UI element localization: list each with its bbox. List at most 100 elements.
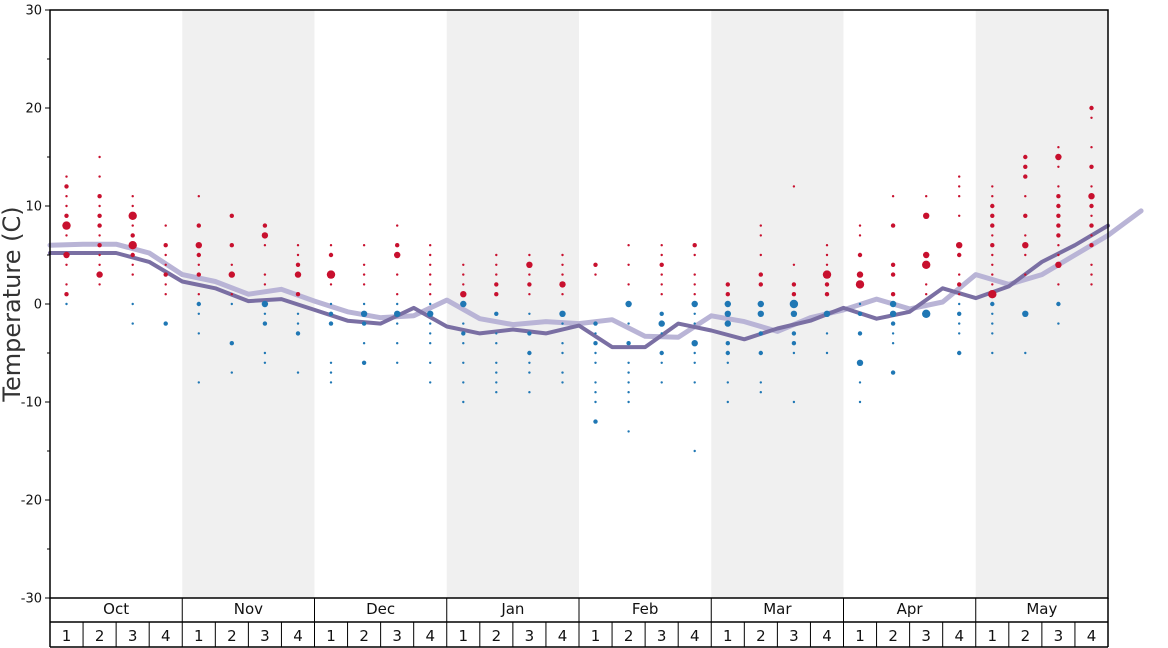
data-point bbox=[792, 263, 796, 266]
data-point bbox=[96, 271, 103, 278]
data-point bbox=[1024, 351, 1027, 355]
data-point bbox=[724, 310, 731, 317]
data-point bbox=[759, 234, 762, 237]
data-point bbox=[627, 322, 630, 325]
data-point bbox=[462, 273, 465, 276]
data-point bbox=[394, 310, 401, 317]
data-point bbox=[990, 213, 995, 218]
data-point bbox=[1056, 194, 1061, 199]
data-point bbox=[164, 283, 167, 286]
data-point bbox=[889, 300, 897, 308]
data-point bbox=[429, 263, 432, 266]
data-point bbox=[131, 224, 134, 227]
data-point bbox=[97, 243, 102, 248]
data-point bbox=[925, 195, 928, 198]
data-point bbox=[462, 400, 465, 404]
data-point bbox=[593, 262, 598, 267]
series-line-2 bbox=[48, 223, 1110, 350]
data-point bbox=[131, 204, 134, 208]
data-point bbox=[196, 223, 201, 228]
data-point bbox=[693, 312, 696, 315]
data-point bbox=[725, 282, 730, 287]
data-point bbox=[462, 342, 465, 345]
data-point bbox=[991, 195, 994, 198]
data-point bbox=[1023, 213, 1028, 218]
data-point bbox=[295, 292, 301, 297]
data-point bbox=[1023, 174, 1028, 179]
data-point bbox=[230, 371, 233, 374]
data-point bbox=[758, 272, 763, 277]
data-point bbox=[990, 301, 995, 307]
data-point bbox=[164, 224, 167, 227]
data-point bbox=[1022, 242, 1029, 249]
data-point bbox=[958, 185, 961, 188]
data-point bbox=[659, 350, 664, 356]
data-point bbox=[1057, 146, 1060, 149]
data-point bbox=[825, 351, 829, 355]
data-point bbox=[396, 361, 399, 364]
data-point bbox=[396, 293, 399, 296]
data-point bbox=[991, 273, 994, 276]
data-point bbox=[65, 283, 68, 286]
data-point bbox=[627, 263, 630, 266]
data-point bbox=[958, 195, 961, 198]
data-point bbox=[561, 351, 564, 355]
month-label: Jan bbox=[500, 600, 524, 618]
data-point bbox=[1089, 164, 1094, 169]
data-point bbox=[825, 332, 829, 335]
data-point bbox=[890, 321, 896, 326]
data-point bbox=[460, 300, 467, 308]
y-axis-label: Temperature (C) bbox=[0, 206, 26, 402]
data-point bbox=[691, 300, 698, 308]
data-point bbox=[429, 293, 432, 296]
data-point bbox=[858, 234, 862, 237]
data-point bbox=[1089, 105, 1094, 111]
data-point bbox=[693, 322, 696, 325]
data-point bbox=[1057, 165, 1060, 168]
data-point bbox=[527, 331, 532, 336]
data-point bbox=[858, 400, 862, 404]
data-point bbox=[229, 341, 234, 346]
data-point bbox=[660, 273, 663, 276]
data-point bbox=[991, 332, 994, 335]
data-point bbox=[230, 293, 233, 296]
data-point bbox=[296, 244, 300, 247]
data-point bbox=[429, 244, 432, 247]
data-point bbox=[725, 350, 730, 356]
week-label: 3 bbox=[525, 627, 535, 645]
data-point bbox=[791, 331, 797, 336]
data-point bbox=[627, 361, 630, 364]
y-tick-label: 30 bbox=[25, 4, 42, 19]
data-point bbox=[462, 283, 465, 286]
data-point bbox=[991, 234, 994, 237]
data-point bbox=[495, 263, 498, 266]
data-point bbox=[164, 253, 167, 257]
data-point bbox=[163, 321, 168, 326]
week-label: 1 bbox=[591, 627, 601, 645]
data-point bbox=[294, 271, 302, 278]
data-point bbox=[526, 261, 533, 268]
data-point bbox=[64, 184, 69, 189]
data-point bbox=[561, 381, 564, 384]
data-point bbox=[63, 251, 70, 259]
data-point bbox=[594, 361, 597, 364]
data-point bbox=[726, 400, 729, 404]
data-point bbox=[561, 342, 564, 345]
week-label: 1 bbox=[459, 627, 469, 645]
data-point bbox=[958, 293, 961, 296]
y-tick-label: 10 bbox=[25, 200, 42, 215]
data-point bbox=[329, 244, 333, 247]
data-point bbox=[958, 273, 961, 276]
week-label: 4 bbox=[954, 627, 964, 645]
data-point bbox=[594, 391, 597, 394]
data-point bbox=[295, 331, 301, 336]
data-point bbox=[65, 195, 68, 198]
data-point bbox=[594, 400, 597, 404]
data-point bbox=[627, 244, 630, 247]
data-point bbox=[889, 310, 897, 317]
data-point bbox=[429, 302, 432, 306]
data-point bbox=[263, 351, 267, 355]
data-point bbox=[1022, 310, 1029, 317]
data-point bbox=[98, 175, 101, 178]
data-point bbox=[429, 332, 432, 335]
